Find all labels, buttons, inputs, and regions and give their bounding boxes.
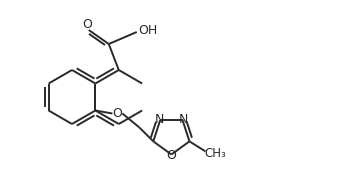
- Text: O: O: [82, 17, 92, 30]
- Text: N: N: [154, 113, 164, 126]
- Text: O: O: [113, 107, 122, 120]
- Text: O: O: [167, 149, 176, 162]
- Text: CH₃: CH₃: [205, 147, 226, 160]
- Text: OH: OH: [138, 23, 157, 36]
- Text: N: N: [179, 113, 188, 126]
